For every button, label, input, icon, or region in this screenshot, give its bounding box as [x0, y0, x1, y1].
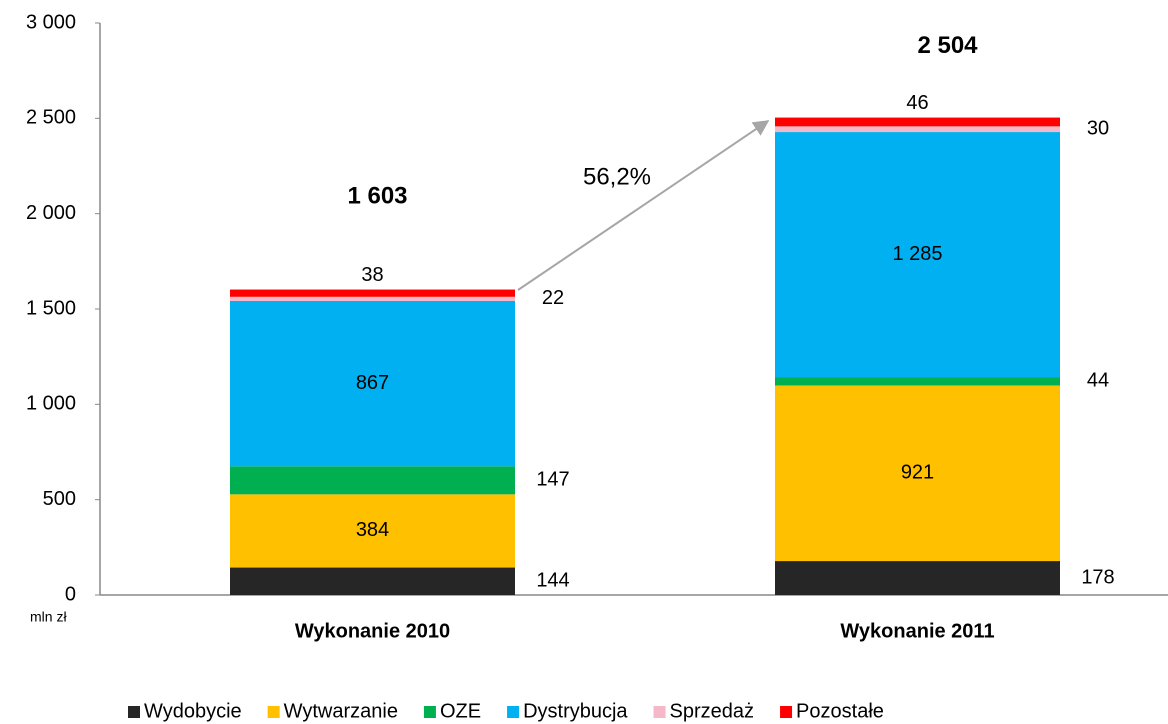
y-tick-label: 2 000 [26, 202, 76, 224]
data-label: 46 [906, 92, 928, 114]
legend-swatch [423, 706, 436, 718]
bar-segment [775, 126, 1060, 133]
y-tick-label: 1 000 [26, 393, 76, 415]
total-label: 2 504 [917, 32, 978, 59]
data-label: 867 [356, 372, 389, 394]
y-tick-label: 1 500 [26, 297, 76, 319]
bar-segment [230, 300, 515, 467]
bar-segment [230, 289, 515, 297]
legend-label: Dystrybucja [523, 700, 628, 722]
data-label: 178 [1081, 566, 1114, 588]
x-tick-label: Wykonanie 2010 [295, 620, 450, 642]
data-label: 30 [1087, 117, 1109, 139]
legend-label: OZE [440, 700, 481, 722]
unit-label: mln zł [30, 609, 67, 625]
legend-label: Wydobycie [144, 700, 242, 722]
y-tick-label: 2 500 [26, 107, 76, 129]
bar-segment [230, 494, 515, 568]
total-label: 1 603 [347, 183, 407, 210]
bar-segment [230, 296, 515, 301]
bar-segment [230, 567, 515, 595]
data-label: 147 [536, 469, 569, 491]
y-tick-label: 500 [43, 488, 76, 510]
bar-segment [775, 561, 1060, 595]
legend-swatch [128, 706, 140, 718]
legend-swatch [780, 706, 793, 718]
bar-segment [775, 132, 1060, 378]
legend-label: Wytwarzanie [284, 700, 398, 722]
bar-segment [230, 466, 515, 495]
data-label: 144 [536, 570, 569, 592]
legend-swatch [267, 706, 280, 718]
data-label: 384 [356, 519, 389, 541]
data-label: 22 [542, 287, 564, 309]
bar-segment [775, 377, 1060, 386]
bar-segment [775, 117, 1060, 127]
y-tick-label: 0 [65, 583, 76, 605]
legend-label: Sprzedaż [670, 700, 755, 722]
legend-swatch [653, 706, 666, 718]
data-label: 921 [901, 462, 934, 484]
growth-annotation: 56,2% [583, 163, 651, 190]
data-label: 38 [361, 264, 383, 286]
legend-label: Pozostałe [796, 700, 884, 722]
bar-segment [775, 385, 1060, 562]
data-label: 44 [1087, 370, 1109, 392]
x-tick-label: Wykonanie 2011 [840, 620, 994, 642]
growth-arrow [517, 120, 770, 291]
data-label: 1 285 [892, 243, 942, 265]
y-tick-label: 3 000 [26, 11, 76, 33]
legend-swatch [507, 706, 520, 718]
